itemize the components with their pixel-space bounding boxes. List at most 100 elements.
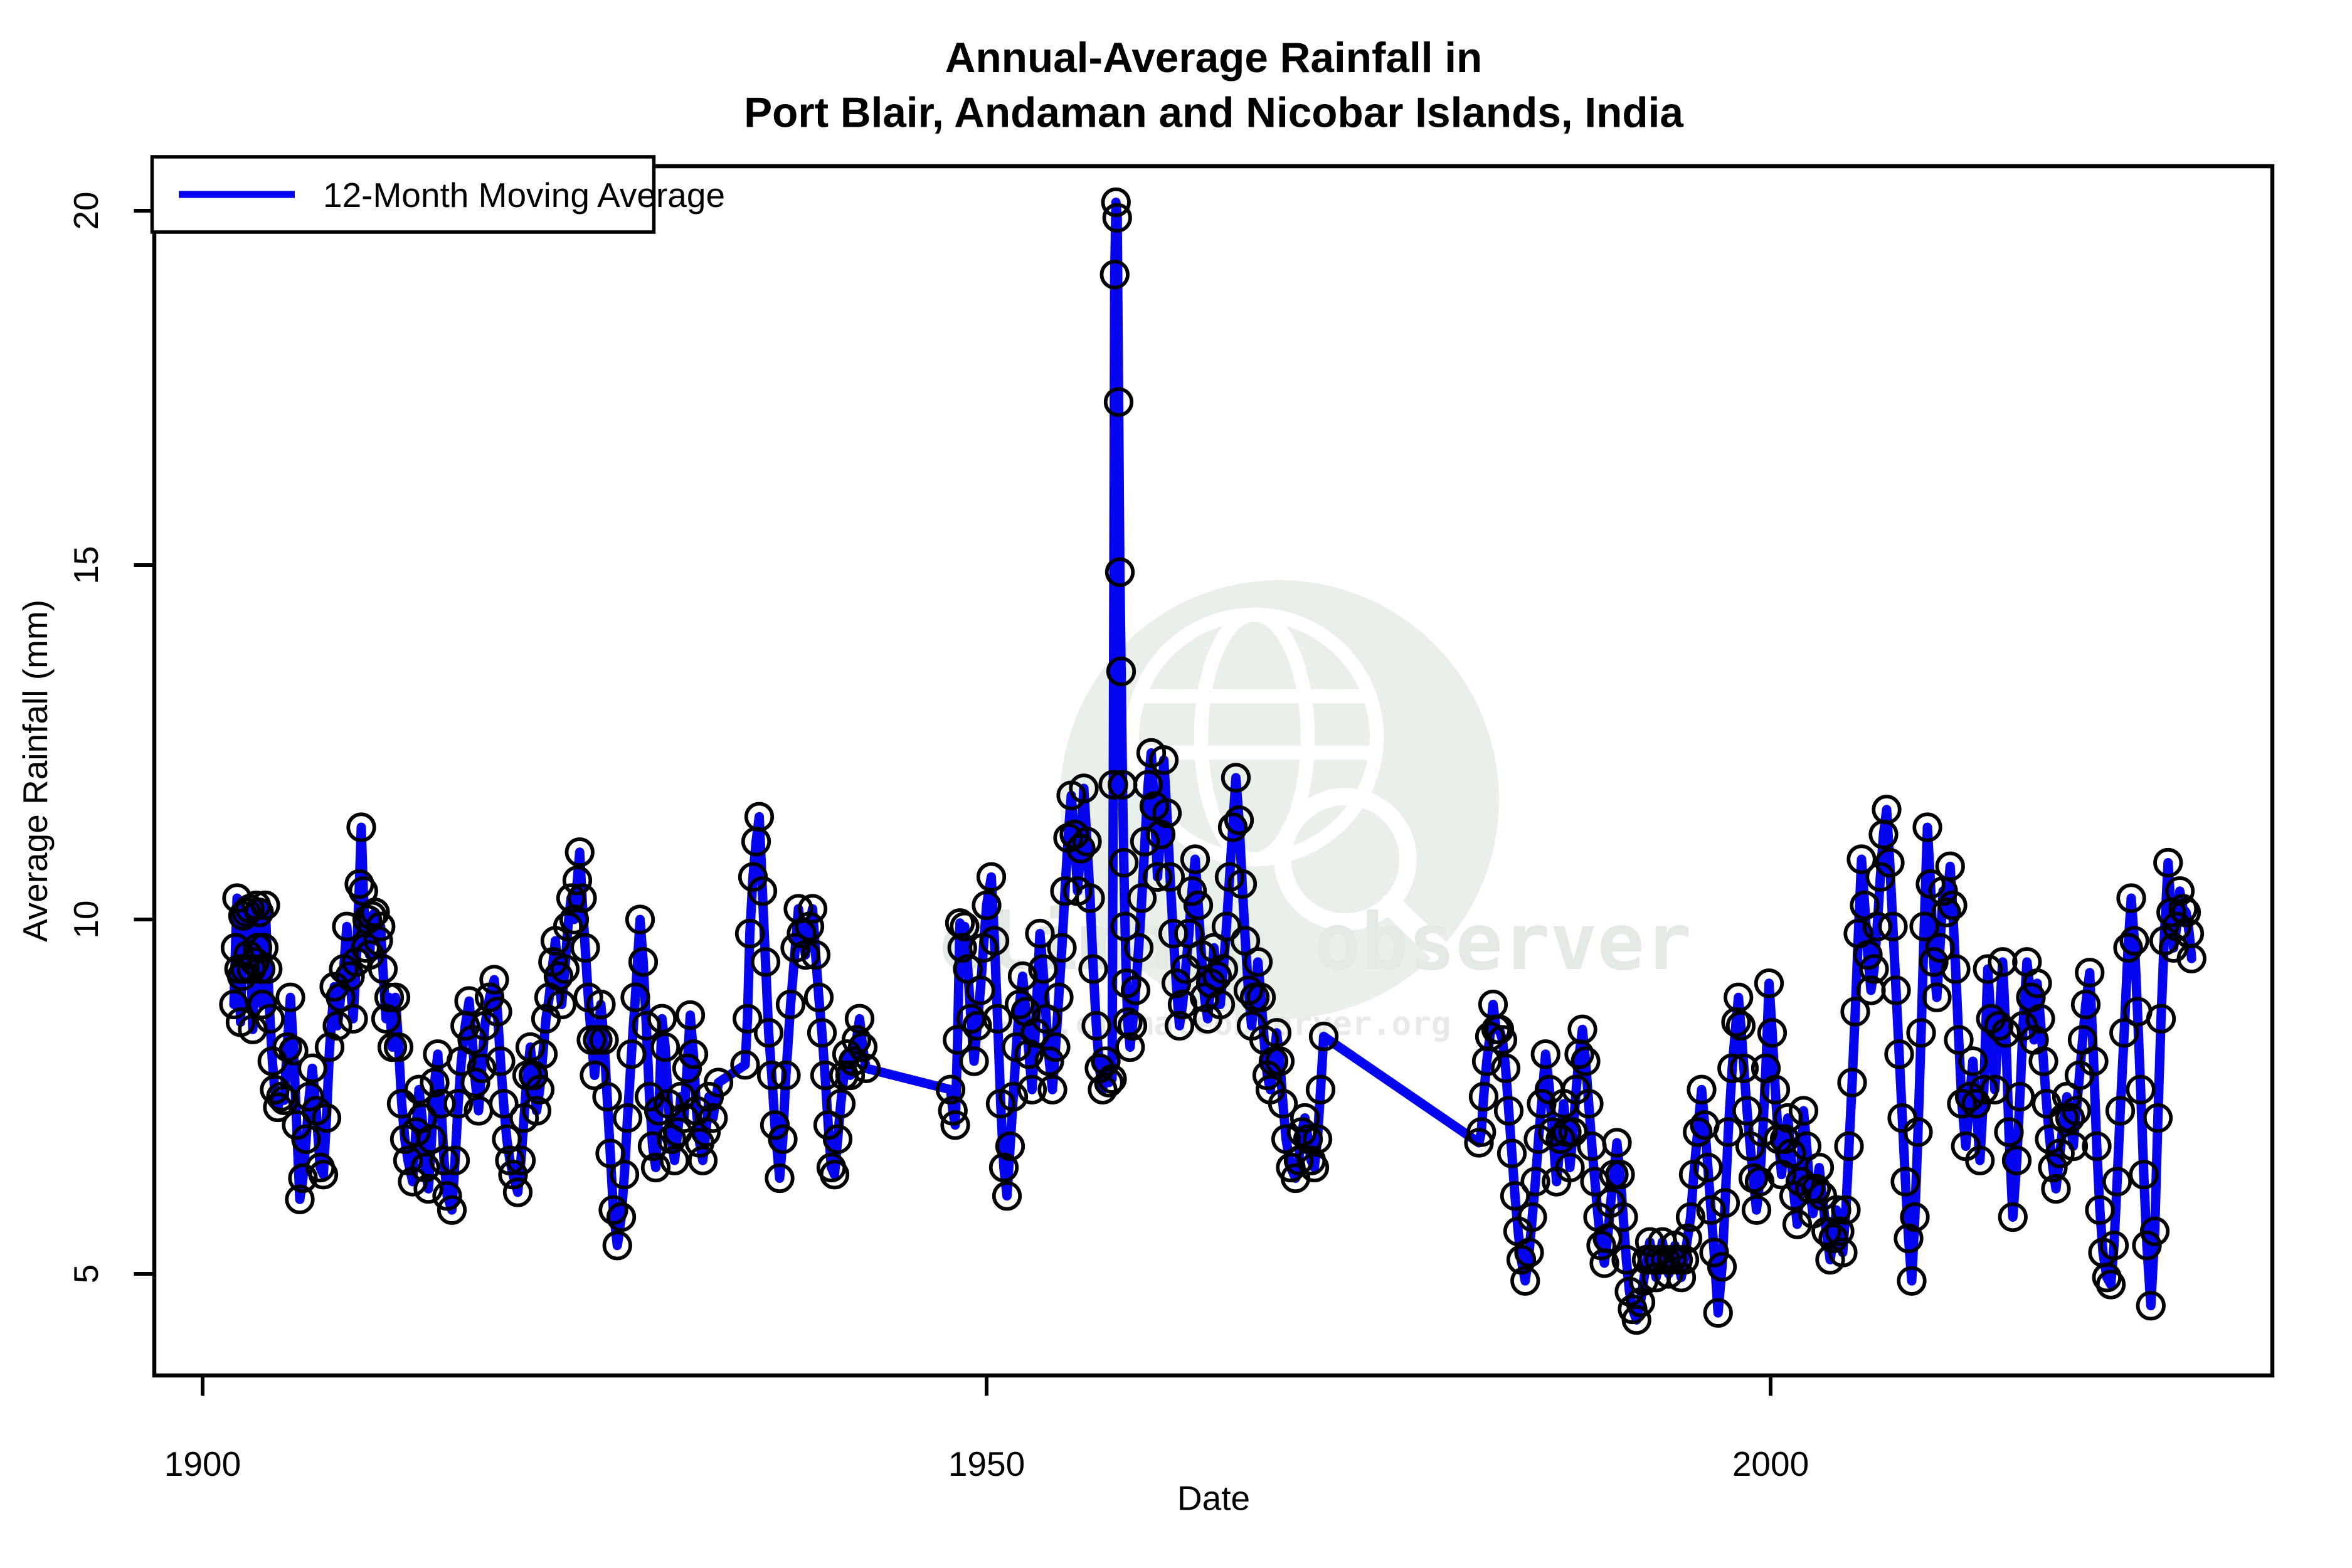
data-point-marker: [1574, 1089, 1604, 1119]
data-point-marker: [976, 862, 1007, 892]
series-12-month-moving-average: [229, 198, 2196, 1325]
data-point-marker: [521, 1096, 552, 1126]
data-point-marker: [366, 911, 396, 941]
data-point-marker: [1202, 961, 1232, 992]
data-point-marker: [1028, 954, 1058, 984]
data-point-marker: [2136, 1291, 2166, 1321]
data-point-marker: [1177, 876, 1207, 906]
data-point-marker: [1925, 933, 1955, 963]
data-point-marker: [1872, 795, 1902, 825]
data-point-marker: [1078, 954, 1108, 984]
data-point-marker: [790, 940, 820, 970]
data-point-marker: [506, 1145, 536, 1175]
data-point-marker: [1675, 1202, 1706, 1232]
data-point-marker: [275, 982, 305, 1012]
data-point-marker: [278, 1036, 309, 1066]
data-point-marker: [803, 982, 834, 1012]
data-point-marker: [410, 1152, 440, 1183]
data-point-marker: [1729, 1053, 1759, 1083]
data-point-marker: [432, 1181, 462, 1211]
data-point-marker: [311, 1103, 342, 1133]
y-tick-label: 15: [66, 546, 105, 584]
data-point-marker: [1699, 1237, 1729, 1268]
data-point-marker: [416, 1124, 447, 1154]
data-point-marker: [625, 904, 655, 935]
data-point-marker: [628, 947, 659, 977]
data-point-marker: [1666, 1263, 1697, 1293]
data-point-marker: [1217, 812, 1248, 842]
data-point-marker: [703, 1067, 734, 1098]
data-point-marker: [474, 982, 505, 1012]
data-point-marker: [549, 954, 580, 984]
data-point-marker: [1757, 1018, 1788, 1048]
data-point-marker: [2109, 1018, 2139, 1048]
y-axis-label: Average Rainfall (mm): [16, 600, 55, 942]
data-point-marker: [2116, 883, 2146, 913]
data-point-marker: [1875, 847, 1905, 878]
data-point-marker: [1180, 844, 1210, 874]
data-point-marker: [1025, 918, 1055, 949]
data-point-marker: [1672, 1223, 1703, 1254]
data-point-marker: [1101, 187, 1131, 218]
data-point-marker: [850, 1053, 881, 1083]
data-point-marker: [1804, 1152, 1835, 1183]
data-point-marker: [650, 1032, 681, 1062]
data-point-marker: [1227, 869, 1258, 899]
data-point-marker: [543, 961, 574, 992]
data-point-marker: [1821, 1195, 1851, 1225]
data-point-marker: [698, 1103, 728, 1133]
data-point-marker: [631, 1010, 662, 1041]
data-point-marker: [404, 1074, 434, 1104]
data-point-marker: [787, 918, 817, 949]
data-point-marker: [1973, 954, 2003, 984]
data-point-marker: [771, 1060, 801, 1091]
data-point-marker: [502, 1177, 533, 1207]
data-point-marker: [756, 1060, 787, 1091]
data-point-marker: [1788, 1096, 1819, 1126]
data-point-marker: [2058, 1131, 2089, 1162]
data-point-marker: [1004, 989, 1035, 1020]
data-point-marker: [1115, 1032, 1145, 1062]
data-point-marker: [1853, 940, 1883, 970]
data-point-marker: [1558, 1117, 1588, 1147]
data-point-marker: [2005, 1081, 2035, 1112]
data-point-marker: [797, 894, 828, 924]
data-point-marker: [1098, 770, 1128, 800]
data-point-marker: [338, 1004, 368, 1034]
data-point-marker: [822, 1124, 853, 1154]
data-point-marker: [1710, 1188, 1740, 1218]
data-point-marker: [1221, 763, 1251, 793]
y-tick-label: 5: [66, 1264, 105, 1284]
data-point-marker: [1991, 1018, 2021, 1048]
data-point-marker: [401, 1117, 431, 1147]
data-point-marker: [998, 1081, 1029, 1112]
data-point-marker: [1944, 1025, 1974, 1055]
data-point-marker: [297, 1053, 327, 1083]
data-point-marker: [2028, 1046, 2058, 1076]
data-point-marker: [1608, 1202, 1638, 1232]
data-point-marker: [1506, 1244, 1537, 1275]
data-point-marker: [1994, 1117, 2024, 1147]
data-point-marker: [940, 1110, 970, 1140]
data-point-marker: [1890, 1167, 1920, 1197]
data-point-marker: [1935, 851, 1965, 881]
data-point-marker: [1047, 933, 1077, 963]
data-point-marker: [835, 1060, 866, 1091]
data-point-marker: [2176, 943, 2206, 973]
data-point-marker: [1900, 1202, 1930, 1232]
data-point-marker: [602, 1231, 632, 1261]
data-point-marker: [2082, 1131, 2112, 1162]
data-point-marker: [1230, 926, 1261, 956]
data-point-marker: [2055, 1103, 2085, 1133]
data-point-marker: [1961, 1089, 1991, 1119]
data-point-marker: [1897, 1266, 1927, 1296]
legend-label: 12-Month Moving Average: [323, 176, 725, 215]
data-point-marker: [219, 989, 249, 1020]
data-point-marker: [482, 997, 512, 1027]
data-point-marker: [595, 1138, 625, 1168]
data-point-marker: [1520, 1167, 1550, 1197]
data-point-marker: [675, 1000, 706, 1030]
data-point-marker: [1965, 1145, 1995, 1175]
data-point-marker: [1859, 954, 1889, 984]
data-point-marker: [553, 911, 583, 941]
